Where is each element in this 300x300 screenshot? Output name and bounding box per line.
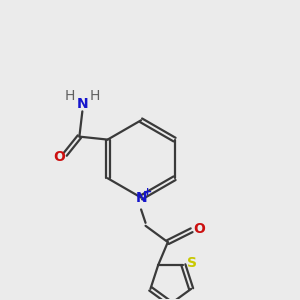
Text: N: N xyxy=(135,190,147,205)
Text: +: + xyxy=(143,187,152,197)
Text: H: H xyxy=(90,89,100,103)
Text: S: S xyxy=(187,256,197,271)
Text: N: N xyxy=(76,97,88,111)
Text: H: H xyxy=(65,89,75,103)
Text: O: O xyxy=(193,222,205,236)
Text: O: O xyxy=(53,150,65,164)
